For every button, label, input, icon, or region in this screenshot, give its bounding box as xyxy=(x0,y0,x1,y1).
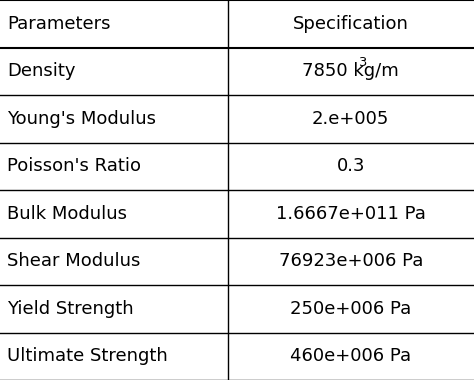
Bar xyxy=(0,285,228,332)
Bar xyxy=(0,0,228,48)
Text: Young's Modulus: Young's Modulus xyxy=(7,110,156,128)
Bar xyxy=(228,142,474,190)
Text: Parameters: Parameters xyxy=(7,15,110,33)
Text: 7850 kg/m: 7850 kg/m xyxy=(302,62,399,80)
Text: Ultimate Strength: Ultimate Strength xyxy=(7,347,168,365)
Bar xyxy=(0,332,228,380)
Text: 0.3: 0.3 xyxy=(337,157,365,175)
Text: Shear Modulus: Shear Modulus xyxy=(7,252,140,270)
Text: 76923e+006 Pa: 76923e+006 Pa xyxy=(279,252,423,270)
Bar xyxy=(228,285,474,332)
Bar xyxy=(0,190,228,238)
Bar xyxy=(228,0,474,48)
Bar xyxy=(0,95,228,142)
Bar xyxy=(228,238,474,285)
Text: 250e+006 Pa: 250e+006 Pa xyxy=(290,300,411,318)
Text: 1.6667e+011 Pa: 1.6667e+011 Pa xyxy=(276,205,426,223)
Text: Specification: Specification xyxy=(293,15,409,33)
Text: 2.e+005: 2.e+005 xyxy=(312,110,390,128)
Bar xyxy=(228,332,474,380)
Bar xyxy=(228,48,474,95)
Text: Poisson's Ratio: Poisson's Ratio xyxy=(7,157,141,175)
Text: Yield Strength: Yield Strength xyxy=(7,300,134,318)
Bar xyxy=(0,142,228,190)
Text: Bulk Modulus: Bulk Modulus xyxy=(7,205,127,223)
Text: Density: Density xyxy=(7,62,76,80)
Text: 3: 3 xyxy=(358,56,366,69)
Bar xyxy=(228,190,474,238)
Bar xyxy=(0,48,228,95)
Text: 460e+006 Pa: 460e+006 Pa xyxy=(290,347,411,365)
Bar xyxy=(0,238,228,285)
Bar xyxy=(228,95,474,142)
